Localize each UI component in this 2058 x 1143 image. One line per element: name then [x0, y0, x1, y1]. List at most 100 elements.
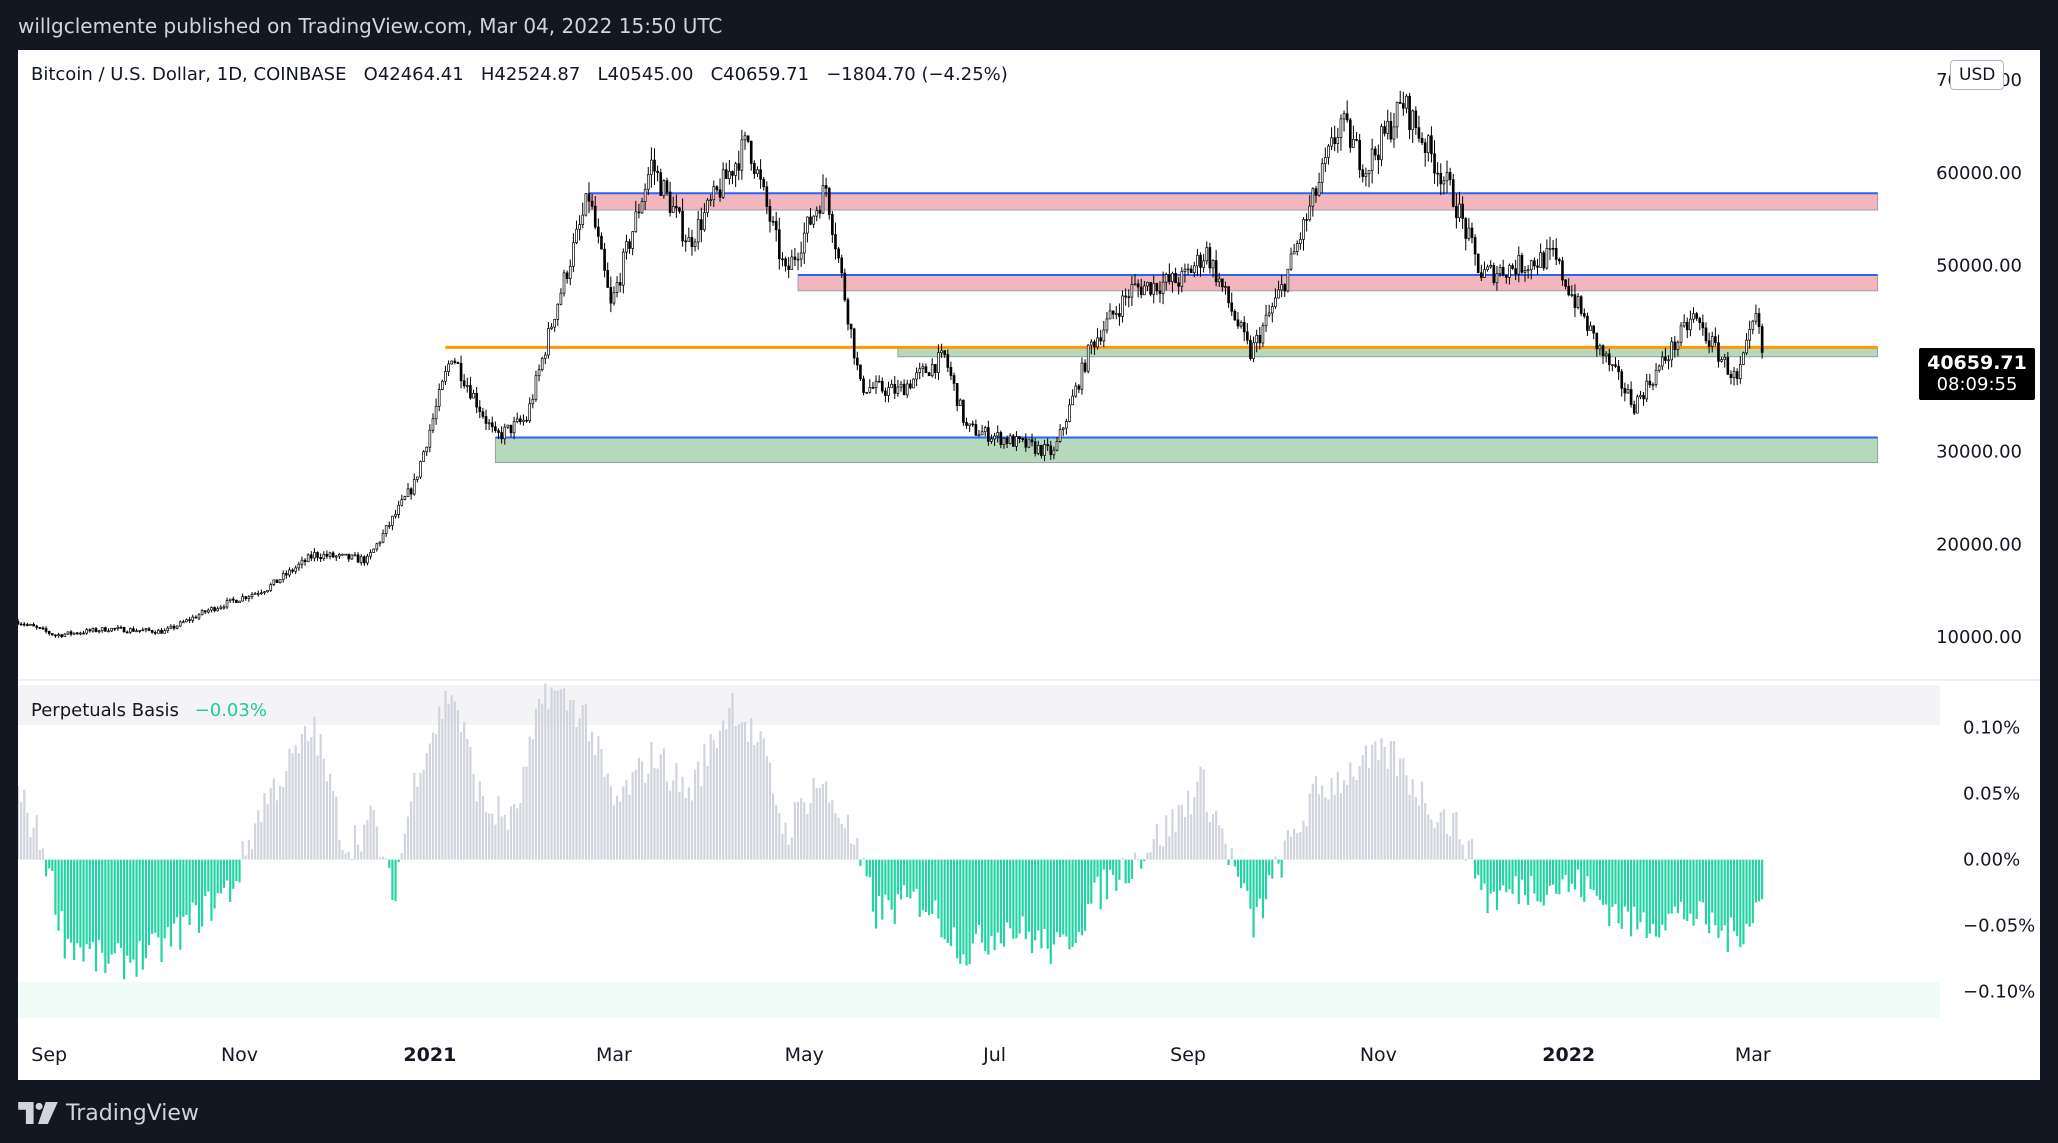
basis-bar [1268, 859, 1271, 876]
basis-bar [1349, 762, 1352, 860]
price-candle [60, 633, 63, 638]
basis-bar [1030, 859, 1034, 954]
price-candle [444, 365, 447, 385]
price-candle [69, 630, 73, 637]
basis-bar [859, 859, 862, 866]
basis-bar [1477, 859, 1480, 876]
price-candle [425, 446, 429, 457]
basis-axis-tick: 0.00% [1963, 850, 2020, 871]
price-candle [22, 622, 26, 627]
basis-bar [999, 859, 1002, 944]
chart-canvas[interactable]: 10000.0020000.0030000.0040000.0050000.00… [18, 50, 2040, 1080]
basis-bar [169, 859, 172, 947]
price-candle [228, 598, 232, 604]
basis-bar [1314, 775, 1318, 860]
basis-bar [1754, 859, 1758, 903]
price-candle [1380, 123, 1383, 167]
price-candle [855, 351, 859, 371]
basis-bar [1174, 831, 1177, 860]
basis-bar [1614, 859, 1617, 905]
publish-header: willgclemente published on TradingView.c… [0, 0, 2058, 50]
basis-bar [541, 703, 544, 860]
basis-bar [1346, 784, 1349, 860]
price-candle [300, 556, 304, 569]
price-candle [1426, 134, 1430, 162]
price-candle [724, 162, 728, 179]
price-candle [849, 323, 853, 339]
price-candle [1667, 355, 1670, 370]
basis-bar [612, 805, 616, 860]
basis-bar [1155, 823, 1158, 860]
price-candle [347, 553, 351, 562]
basis-bar [151, 859, 154, 934]
basis-bar [615, 795, 619, 860]
price-candle [35, 624, 39, 630]
price-candle [1423, 138, 1427, 167]
price-candle [1714, 327, 1717, 347]
price-candle [1333, 125, 1337, 152]
price-candle [1077, 384, 1081, 394]
price-candle [880, 377, 884, 394]
price-candle [344, 553, 347, 556]
basis-bar [865, 859, 868, 877]
price-candle [1551, 240, 1555, 257]
chart-frame[interactable]: 10000.0020000.0030000.0040000.0050000.00… [18, 50, 2040, 1080]
basis-bar [322, 758, 325, 860]
price-candle [1470, 222, 1474, 244]
price-candle [1754, 304, 1758, 325]
price-candle [1420, 132, 1424, 146]
price-candle [369, 549, 372, 560]
basis-bar [110, 859, 113, 955]
basis-bar [419, 773, 422, 860]
price-candle [597, 218, 600, 244]
basis-bar [747, 741, 750, 860]
basis-bar [534, 708, 538, 860]
basis-axis-tick: −0.05% [1963, 916, 2035, 937]
price-candle [1717, 334, 1720, 368]
price-candle [952, 372, 956, 391]
basis-bar [269, 788, 272, 860]
price-candle [1118, 303, 1121, 326]
basis-bar [556, 690, 559, 860]
basis-bar [435, 734, 438, 860]
price-candle [1377, 144, 1380, 175]
price-candle [815, 206, 819, 222]
basis-bar [23, 789, 26, 860]
basis-bar [1215, 810, 1218, 860]
basis-bar [1264, 859, 1268, 900]
basis-bar [500, 816, 503, 860]
basis-bar [1626, 859, 1630, 912]
basis-bar [1414, 796, 1417, 860]
basis-bar [1274, 856, 1277, 860]
basis-bar [1399, 758, 1402, 860]
price-candle [519, 415, 522, 425]
basis-bar [600, 749, 603, 860]
basis-bar [1361, 755, 1364, 860]
price-candle [603, 242, 606, 278]
price-candle [1317, 172, 1321, 197]
price-candle [1486, 264, 1489, 272]
basis-bar [447, 704, 450, 860]
currency-button[interactable]: USD [1950, 60, 2005, 90]
price-candle [1451, 173, 1455, 208]
price-candle [1623, 382, 1627, 402]
price-candle [1632, 400, 1636, 416]
basis-bar [310, 737, 313, 860]
basis-bar [1658, 859, 1661, 938]
basis-bar [1580, 859, 1583, 898]
price-candle [1221, 278, 1224, 292]
basis-bar [1249, 859, 1252, 909]
price-candle [743, 131, 747, 150]
basis-bar [1505, 859, 1508, 893]
basis-bar [416, 786, 419, 860]
price-candle [1742, 351, 1745, 366]
price-candle [696, 210, 700, 250]
basis-bar [1012, 859, 1015, 939]
basis-bar [341, 850, 344, 860]
price-candle [1080, 357, 1084, 395]
price-candle [188, 616, 191, 624]
price-candle [1648, 373, 1652, 388]
basis-bar [213, 859, 216, 909]
basis-bar [622, 786, 625, 860]
basis-bar [241, 841, 244, 860]
